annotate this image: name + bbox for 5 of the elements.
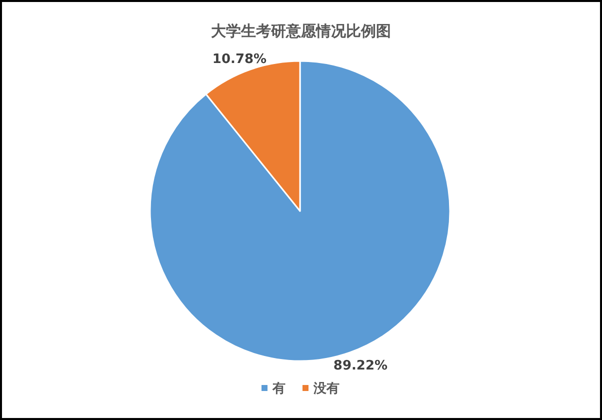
legend-label: 有 bbox=[272, 382, 286, 397]
data-label: 89.22% bbox=[333, 358, 388, 374]
legend-label: 没有 bbox=[312, 382, 340, 397]
chart-title: 大学生考研意愿情况比例图 bbox=[211, 22, 391, 40]
data-label: 10.78% bbox=[212, 52, 267, 67]
